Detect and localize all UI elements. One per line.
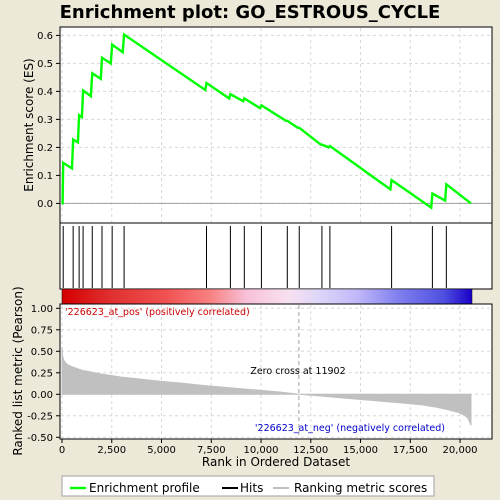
metric-y-ticks: -0.50 -0.25 0.00 0.25 0.50 0.75 1.00 bbox=[27, 304, 60, 444]
metric-x-tick-label: 20,000 bbox=[443, 445, 478, 456]
enrichment-y-tick-label: 0.0 bbox=[37, 199, 53, 210]
metric-x-axis-title: Rank in Ordered Dataset bbox=[202, 455, 350, 469]
metric-y-axis-title: Ranked list metric (Pearson) bbox=[11, 286, 25, 455]
chart-legend: Enrichment profile Hits Ranking metric s… bbox=[61, 475, 435, 497]
enrichment-profile-frame bbox=[59, 26, 493, 224]
metric-y-tick-label: 0.50 bbox=[31, 347, 53, 358]
metric-x-tick-label: 10,000 bbox=[244, 445, 279, 456]
enrichment-y-tick-label: 0.1 bbox=[37, 171, 53, 182]
enrichment-y-axis-title: Enrichment score (ES) bbox=[22, 58, 36, 191]
legend-hits-label: Hits bbox=[240, 481, 263, 495]
metric-y-tick-label: 0.25 bbox=[31, 368, 53, 379]
ranked-metric-frame bbox=[59, 303, 493, 440]
metric-y-tick-label: -0.25 bbox=[27, 411, 53, 422]
chart-title: Enrichment plot: GO_ESTROUS_CYCLE bbox=[60, 2, 441, 23]
metric-x-tick-label: 17,500 bbox=[393, 445, 428, 456]
enrichment-y-tick-label: 0.2 bbox=[37, 143, 53, 154]
enrichment-y-tick-label: 0.3 bbox=[37, 115, 53, 126]
enrichment-y-ticks: 0.0 0.1 0.2 0.3 0.4 0.5 0.6 bbox=[37, 31, 60, 210]
metric-grid bbox=[61, 305, 491, 438]
enrichment-y-tick-label: 0.5 bbox=[37, 59, 53, 70]
metric-x-ticks: 0 2,500 5,000 7,500 10,000 12,500 15,000 17,500… bbox=[59, 439, 478, 456]
metric-x-tick-label: 12,500 bbox=[293, 445, 328, 456]
enrichment-y-tick-label: 0.4 bbox=[37, 87, 53, 98]
zero-cross-label: Zero cross at 11902 bbox=[250, 366, 345, 377]
enrichment-profile-line bbox=[61, 32, 472, 210]
metric-x-tick-label: 5,000 bbox=[147, 445, 176, 456]
metric-y-tick-label: 1.00 bbox=[31, 304, 53, 315]
legend-enrichment-label: Enrichment profile bbox=[89, 481, 200, 495]
ranked-metric-panel: -0.50 -0.25 0.00 0.25 0.50 0.75 1.00 0 2,500 5,0… bbox=[11, 286, 493, 469]
positive-correlation-label: '226623_at_pos' (positively correlated) bbox=[65, 307, 250, 318]
hits-frame bbox=[59, 222, 493, 290]
hits-panel bbox=[59, 222, 493, 290]
legend-box bbox=[61, 475, 435, 497]
metric-y-tick-label: 0.75 bbox=[31, 325, 53, 336]
ranking-gradient-bar bbox=[61, 288, 473, 305]
ranking-color-bar bbox=[61, 288, 473, 305]
enrichment-y-tick-label: 0.6 bbox=[37, 31, 53, 42]
metric-y-tick-label: 0.00 bbox=[31, 390, 53, 401]
hit-marks bbox=[62, 226, 447, 288]
metric-x-tick-label: 7,500 bbox=[197, 445, 226, 456]
legend-metric-label: Ranking metric scores bbox=[294, 481, 427, 495]
metric-y-tick-label: -0.50 bbox=[27, 433, 53, 444]
metric-x-tick-label: 2,500 bbox=[97, 445, 126, 456]
metric-x-tick-label: 0 bbox=[59, 445, 65, 456]
ranking-metric-area bbox=[61, 346, 472, 426]
negative-correlation-label: '226623_at_neg' (negatively correlated) bbox=[255, 423, 445, 434]
enrichment-profile-panel: 0.0 0.1 0.2 0.3 0.4 0.5 0.6 Enrichment score (… bbox=[22, 26, 493, 224]
metric-x-tick-label: 15,000 bbox=[343, 445, 378, 456]
